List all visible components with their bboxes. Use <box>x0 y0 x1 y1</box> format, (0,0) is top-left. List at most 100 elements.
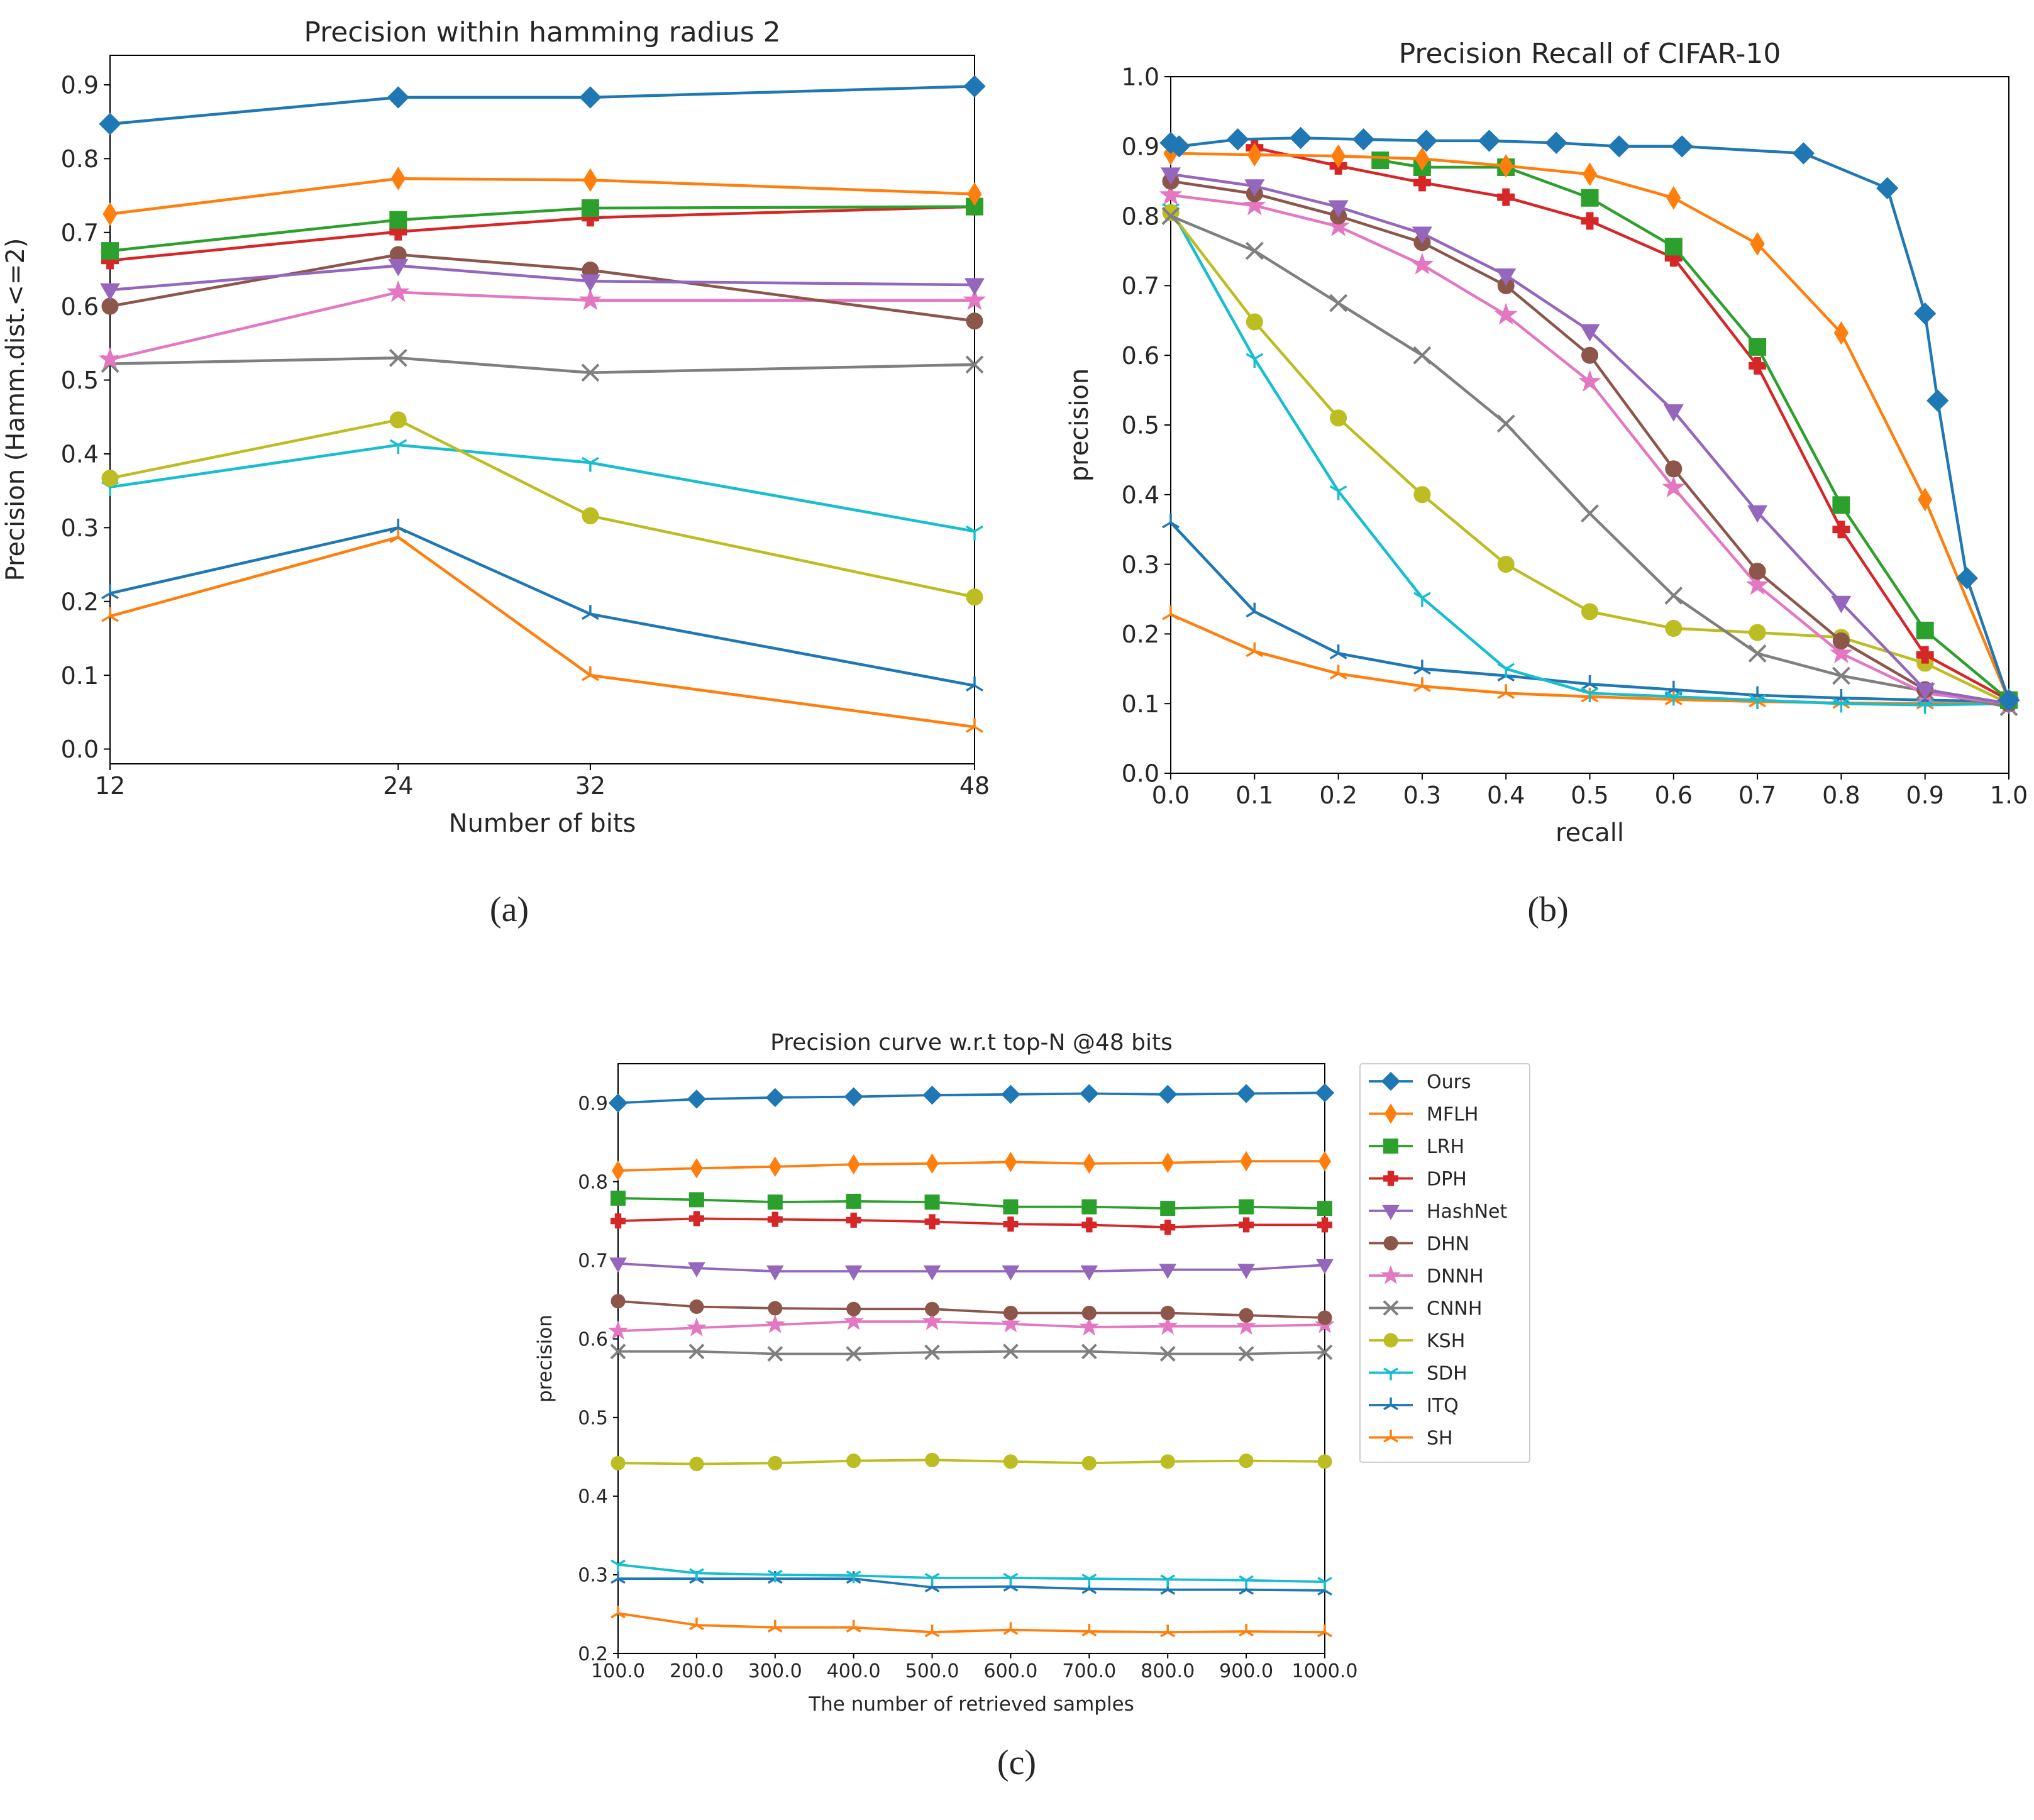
data-point <box>1329 665 1347 680</box>
chart-c: Precision curve w.r.t top-N @48 bits The … <box>534 1030 1530 1782</box>
series-line <box>617 1320 1325 1333</box>
data-point <box>926 1153 939 1174</box>
series-dph <box>101 197 983 270</box>
y-tick-label: 0.5 <box>578 1408 608 1430</box>
data-point <box>846 1193 861 1209</box>
data-point <box>611 1294 626 1309</box>
x-tick-label: 800.0 <box>1141 1660 1195 1682</box>
data-point <box>1003 1454 1018 1469</box>
legend-marker <box>1380 1265 1401 1284</box>
data-point <box>1081 1623 1097 1637</box>
data-point <box>609 1257 627 1273</box>
legend-marker <box>1385 1103 1397 1124</box>
data-point <box>1747 505 1768 523</box>
data-point <box>611 1190 626 1206</box>
data-point <box>1749 694 1767 709</box>
data-point <box>1329 485 1347 500</box>
data-point <box>1081 1574 1097 1587</box>
series-line <box>618 1577 1325 1592</box>
data-point <box>1331 144 1346 168</box>
data-point <box>1318 1150 1331 1172</box>
series-mflh <box>612 1150 1331 1181</box>
legend-label: DNNH <box>1427 1266 1484 1288</box>
data-point <box>1317 1217 1332 1233</box>
x-tick-label: 900.0 <box>1219 1660 1273 1682</box>
data-point <box>1497 684 1515 699</box>
plot-frame <box>617 1063 1325 1654</box>
legend-marker <box>1383 1397 1398 1411</box>
legend-marker <box>1383 1236 1398 1250</box>
data-point <box>1832 697 1850 713</box>
x-axis-label: recall <box>1556 819 1624 847</box>
series-ksh <box>1162 204 2018 712</box>
data-point <box>1608 135 1630 158</box>
data-point <box>1237 1264 1255 1279</box>
data-point <box>1494 302 1518 325</box>
data-point <box>1581 189 1599 207</box>
legend-item-dnnh: DNNH <box>1369 1265 1484 1288</box>
data-point <box>765 1314 785 1333</box>
data-point <box>1413 486 1431 504</box>
data-point <box>1579 324 1600 342</box>
data-point <box>1478 130 1501 152</box>
y-tick-label: 0.7 <box>1122 272 1159 300</box>
data-point <box>925 1452 940 1467</box>
data-point <box>583 168 598 192</box>
legend-item-itq: ITQ <box>1369 1395 1459 1417</box>
data-point <box>1242 193 1266 216</box>
data-point <box>389 519 407 534</box>
series-lrh <box>101 197 983 260</box>
y-tick-label: 0.2 <box>578 1643 608 1665</box>
y-tick-label: 0.9 <box>578 1093 608 1115</box>
data-point <box>1159 1264 1177 1279</box>
legend-item-lrh: LRH <box>1369 1136 1464 1158</box>
data-point <box>846 1453 861 1469</box>
data-point <box>1749 338 1767 356</box>
data-point <box>1081 1343 1097 1360</box>
series-line <box>1254 146 2010 702</box>
series-dph <box>611 1211 1332 1235</box>
series-line <box>109 443 975 533</box>
data-point <box>1918 487 1933 512</box>
data-point <box>1083 1153 1096 1174</box>
legend-item-ours: Ours <box>1369 1071 1471 1093</box>
legend-label: MFLH <box>1427 1104 1478 1126</box>
panel-caption: (b) <box>1527 890 1568 929</box>
series-lrh <box>611 1190 1332 1216</box>
series-hashnet <box>99 258 985 301</box>
data-point <box>1160 1305 1175 1320</box>
series-line <box>617 1459 1325 1465</box>
data-point <box>689 1457 704 1472</box>
data-point <box>924 1344 940 1360</box>
data-point <box>1162 513 1180 529</box>
y-tick-label: 0.7 <box>578 1250 608 1272</box>
data-point <box>1246 353 1264 368</box>
data-point <box>1236 1084 1256 1103</box>
series-line <box>617 1197 1325 1210</box>
data-point <box>102 202 118 226</box>
data-point <box>1160 1574 1176 1587</box>
data-point <box>690 1158 703 1179</box>
data-point <box>608 1093 628 1113</box>
data-point <box>1410 252 1434 275</box>
x-axis-label: The number of retrieved samples <box>808 1693 1134 1716</box>
data-point <box>686 1317 707 1337</box>
data-point <box>1415 146 1430 171</box>
data-point <box>1578 370 1601 392</box>
series-line <box>618 1350 1325 1355</box>
data-point <box>1158 1084 1178 1104</box>
x-tick-label: 0.9 <box>1906 781 1943 809</box>
legend-item-mflh: MFLH <box>1369 1103 1478 1126</box>
data-point <box>389 211 407 229</box>
data-point <box>1832 632 1850 649</box>
data-point <box>1247 143 1262 167</box>
series-dhn <box>101 246 983 330</box>
data-point <box>1160 1454 1175 1469</box>
data-point <box>1160 167 1181 185</box>
y-tick-label: 0.3 <box>61 514 99 542</box>
legend-label: HashNet <box>1427 1201 1507 1223</box>
data-point <box>1161 1152 1175 1173</box>
legend-label: DHN <box>1427 1233 1469 1255</box>
chart-title: Precision Recall of CIFAR-10 <box>1399 38 1781 70</box>
series-ours <box>1159 126 2020 712</box>
